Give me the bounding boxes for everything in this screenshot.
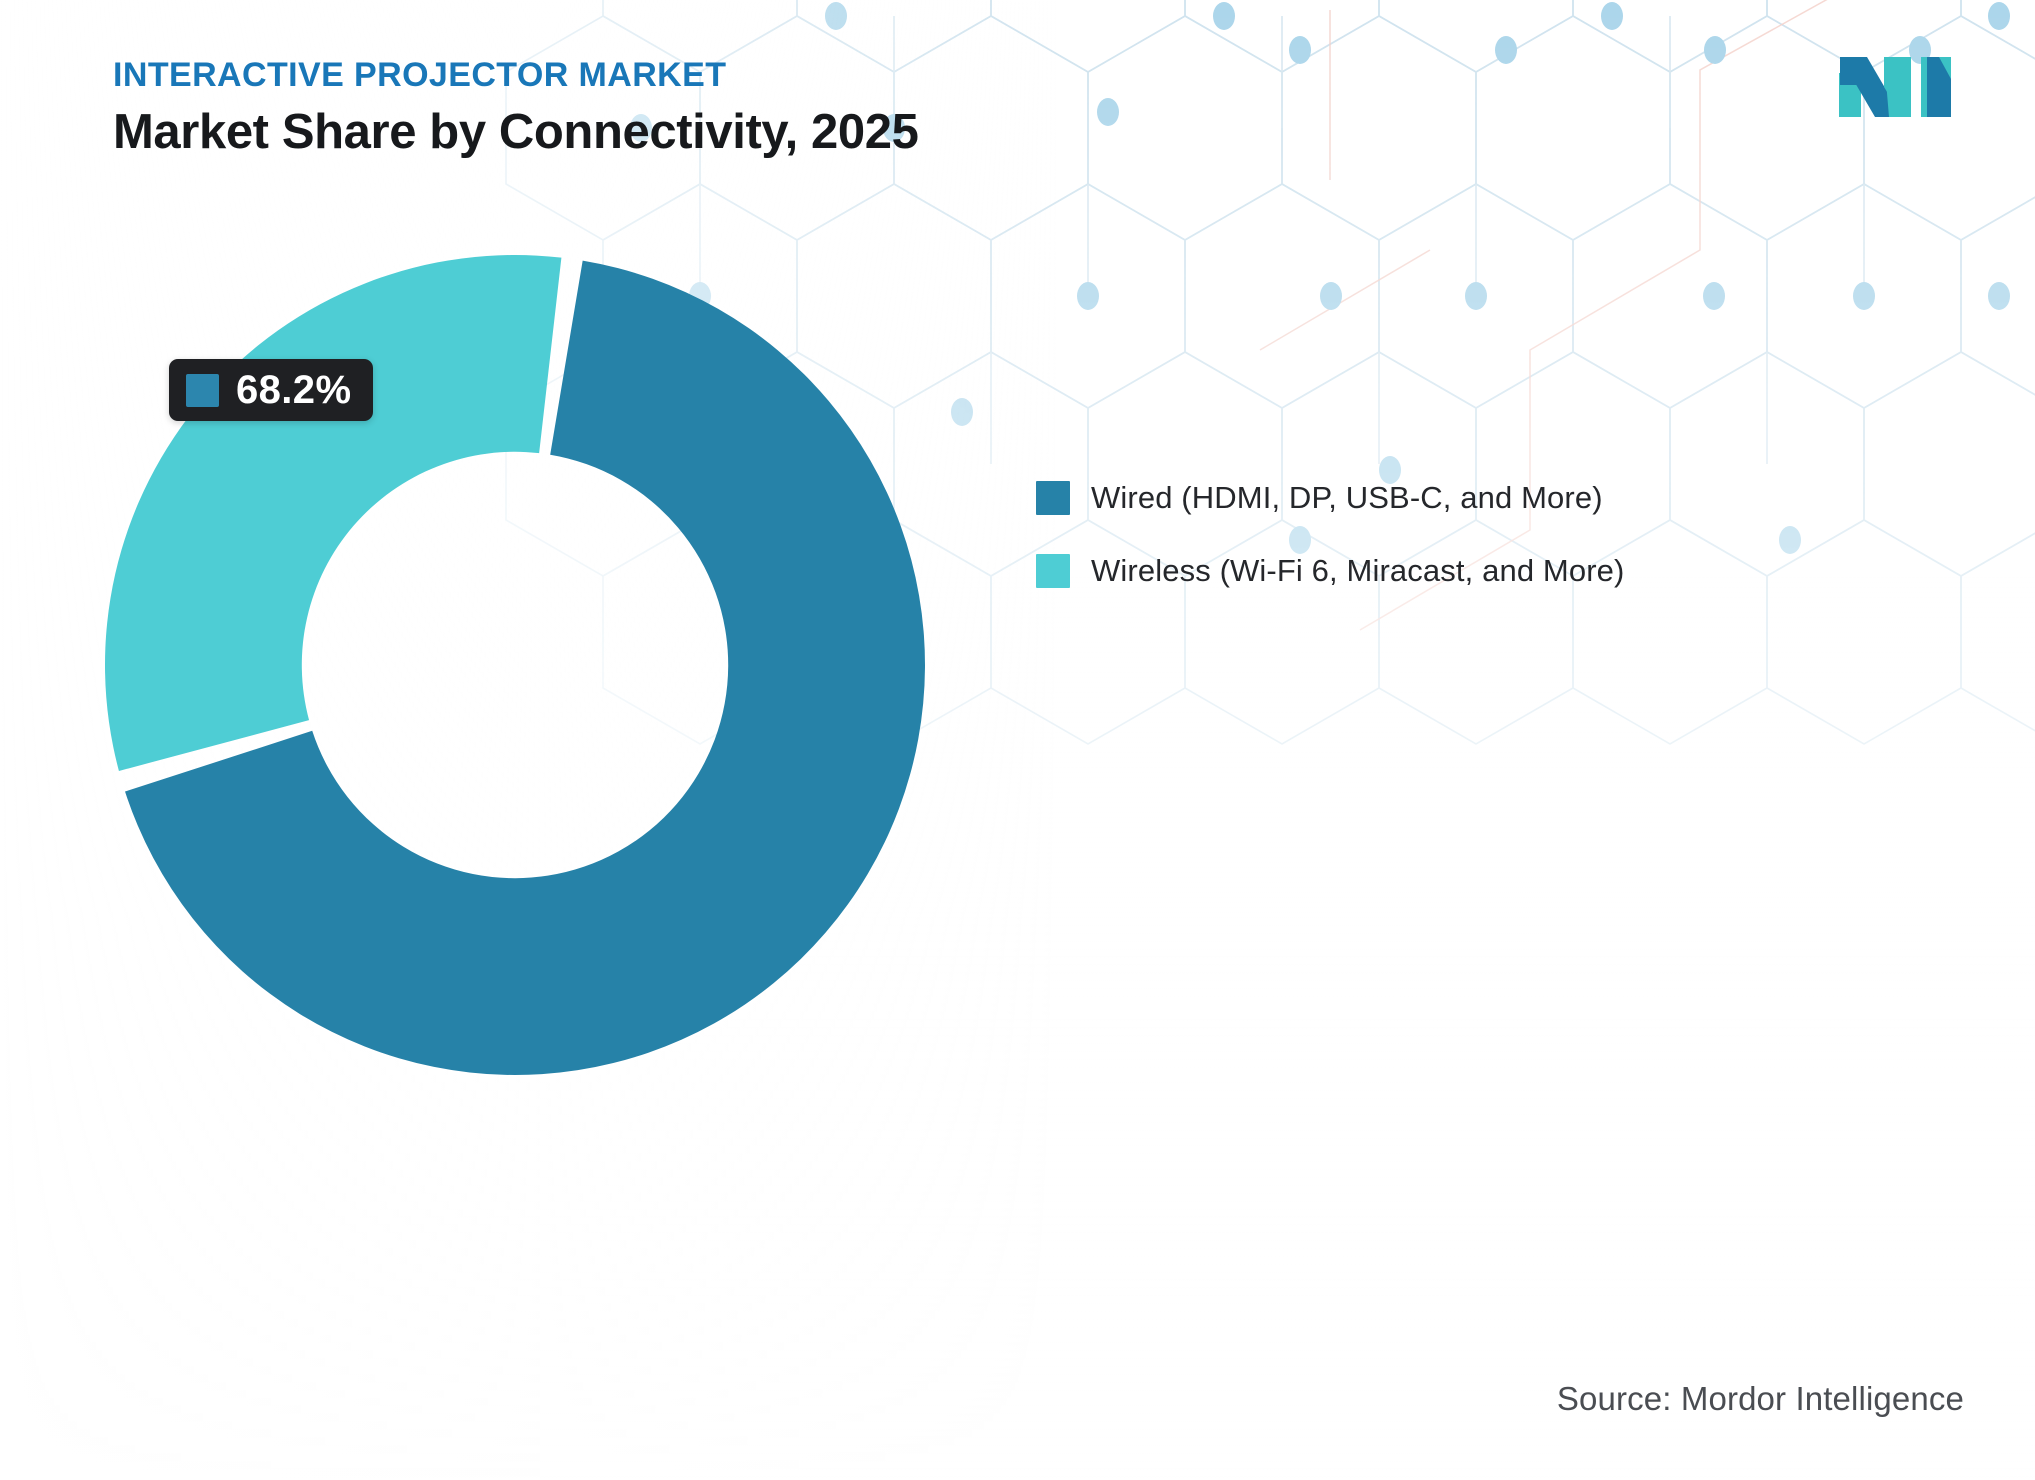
donut-chart bbox=[75, 225, 955, 1105]
page-title: Market Share by Connectivity, 2025 bbox=[113, 105, 919, 160]
donut-chart-svg bbox=[104, 255, 925, 1075]
mordor-intelligence-logo-icon bbox=[1839, 57, 1951, 117]
donut-slice-wireless[interactable] bbox=[104, 255, 562, 771]
source-attribution: Source: Mordor Intelligence bbox=[1556, 1380, 1964, 1417]
legend-swatch-wireless bbox=[1036, 554, 1070, 589]
legend-label-wired: Wired (HDMI, DP, USB-C, and More) bbox=[1091, 480, 1603, 515]
legend-item-wired[interactable]: Wired (HDMI, DP, USB-C, and More) bbox=[1036, 478, 1776, 518]
header-block: INTERACTIVE PROJECTOR MARKET Market Shar… bbox=[113, 56, 919, 160]
chart-legend: Wired (HDMI, DP, USB-C, and More) Wirele… bbox=[1036, 478, 1776, 592]
data-label-callout: 68.2% bbox=[169, 359, 374, 421]
legend-swatch-wired bbox=[1036, 481, 1070, 516]
callout-color-swatch bbox=[186, 373, 219, 407]
eyebrow-title: INTERACTIVE PROJECTOR MARKET bbox=[113, 56, 727, 94]
callout-value-label: 68.2% bbox=[236, 368, 352, 412]
legend-label-wireless: Wireless (Wi-Fi 6, Miracast, and More) bbox=[1091, 553, 1625, 589]
legend-item-wireless[interactable]: Wireless (Wi-Fi 6, Miracast, and More) bbox=[1036, 551, 1776, 591]
